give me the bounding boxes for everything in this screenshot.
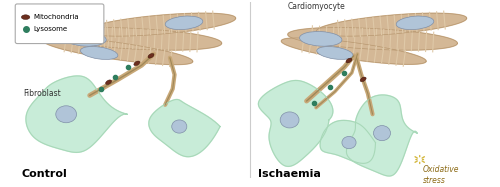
Ellipse shape (346, 58, 352, 63)
Text: Control: Control (22, 169, 68, 179)
Ellipse shape (172, 120, 187, 133)
FancyBboxPatch shape (15, 4, 104, 44)
Ellipse shape (280, 112, 299, 128)
Ellipse shape (396, 16, 434, 30)
Ellipse shape (374, 126, 390, 141)
Ellipse shape (316, 47, 353, 59)
Text: Mitochondria: Mitochondria (33, 14, 79, 20)
Polygon shape (149, 99, 220, 157)
Ellipse shape (22, 15, 30, 19)
Polygon shape (44, 38, 193, 65)
Polygon shape (320, 120, 376, 163)
Polygon shape (288, 27, 458, 50)
Text: Cardiomyocyte: Cardiomyocyte (288, 1, 346, 10)
Polygon shape (282, 38, 426, 64)
Polygon shape (86, 13, 235, 36)
Ellipse shape (134, 61, 140, 66)
Polygon shape (346, 95, 417, 176)
Ellipse shape (64, 31, 106, 46)
Text: Fibroblast: Fibroblast (24, 89, 62, 98)
Text: Lysosome: Lysosome (33, 26, 68, 32)
Ellipse shape (80, 47, 118, 59)
Polygon shape (52, 27, 222, 50)
Ellipse shape (56, 106, 76, 123)
Polygon shape (316, 13, 466, 36)
Polygon shape (258, 80, 333, 166)
Text: Oxidative
stress: Oxidative stress (422, 165, 459, 185)
Polygon shape (26, 76, 127, 152)
Ellipse shape (360, 77, 366, 82)
Ellipse shape (300, 31, 342, 46)
Ellipse shape (106, 80, 112, 85)
Text: Ischaemia: Ischaemia (258, 169, 320, 179)
Ellipse shape (165, 16, 203, 30)
Ellipse shape (148, 53, 154, 58)
Ellipse shape (342, 137, 356, 149)
